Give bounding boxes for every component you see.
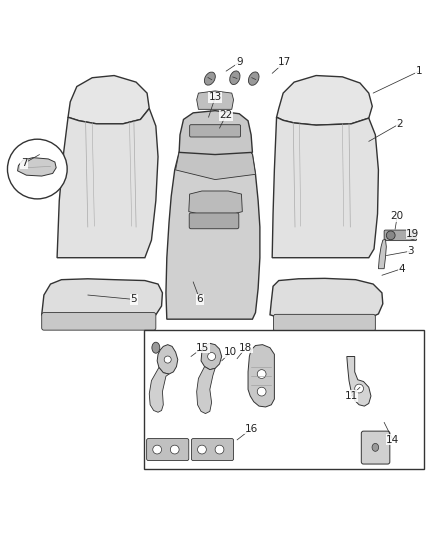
- Ellipse shape: [152, 342, 159, 353]
- Circle shape: [7, 139, 67, 199]
- Circle shape: [170, 445, 179, 454]
- Text: 13: 13: [208, 93, 221, 102]
- FancyBboxPatch shape: [189, 125, 240, 137]
- Polygon shape: [42, 279, 162, 319]
- Polygon shape: [276, 76, 371, 125]
- Circle shape: [197, 445, 206, 454]
- Circle shape: [354, 384, 363, 393]
- Text: 6: 6: [196, 294, 203, 304]
- Text: 19: 19: [405, 229, 418, 239]
- Polygon shape: [346, 357, 370, 406]
- Polygon shape: [166, 138, 259, 319]
- Ellipse shape: [248, 72, 258, 85]
- Polygon shape: [272, 117, 378, 258]
- Ellipse shape: [204, 72, 215, 85]
- Polygon shape: [378, 239, 385, 269]
- Polygon shape: [157, 345, 177, 374]
- Circle shape: [257, 370, 265, 378]
- FancyBboxPatch shape: [360, 431, 389, 464]
- Text: 2: 2: [395, 119, 402, 129]
- Text: 15: 15: [196, 343, 209, 353]
- FancyBboxPatch shape: [191, 439, 233, 461]
- Ellipse shape: [408, 231, 416, 239]
- Ellipse shape: [229, 71, 240, 85]
- Text: 1: 1: [415, 66, 422, 76]
- FancyBboxPatch shape: [144, 330, 423, 470]
- Ellipse shape: [385, 231, 394, 240]
- Text: 9: 9: [235, 58, 242, 67]
- Text: 4: 4: [397, 264, 404, 273]
- Text: 18: 18: [239, 343, 252, 353]
- Text: 10: 10: [223, 347, 237, 357]
- Polygon shape: [68, 76, 149, 124]
- Text: 17: 17: [277, 58, 290, 67]
- FancyBboxPatch shape: [383, 230, 416, 240]
- Circle shape: [257, 387, 265, 396]
- Circle shape: [215, 445, 223, 454]
- Text: 20: 20: [390, 211, 403, 221]
- Polygon shape: [196, 367, 215, 414]
- Text: 14: 14: [385, 435, 399, 445]
- Text: 16: 16: [244, 424, 257, 434]
- Text: 3: 3: [406, 246, 413, 256]
- FancyBboxPatch shape: [273, 314, 374, 331]
- FancyBboxPatch shape: [42, 312, 155, 330]
- Circle shape: [164, 356, 171, 363]
- Polygon shape: [269, 278, 382, 319]
- Polygon shape: [247, 345, 274, 407]
- Polygon shape: [149, 367, 169, 412]
- Circle shape: [207, 352, 215, 360]
- Circle shape: [152, 445, 161, 454]
- Polygon shape: [201, 343, 221, 370]
- Text: 22: 22: [219, 110, 232, 120]
- Text: 5: 5: [130, 294, 137, 304]
- Text: 7: 7: [21, 158, 28, 168]
- Polygon shape: [179, 111, 252, 155]
- Text: 11: 11: [344, 391, 357, 401]
- Polygon shape: [18, 158, 56, 176]
- FancyBboxPatch shape: [189, 213, 238, 229]
- Ellipse shape: [371, 443, 378, 451]
- Polygon shape: [175, 138, 255, 180]
- Polygon shape: [196, 91, 233, 109]
- Polygon shape: [188, 191, 242, 215]
- FancyBboxPatch shape: [146, 439, 188, 461]
- Polygon shape: [57, 108, 158, 258]
